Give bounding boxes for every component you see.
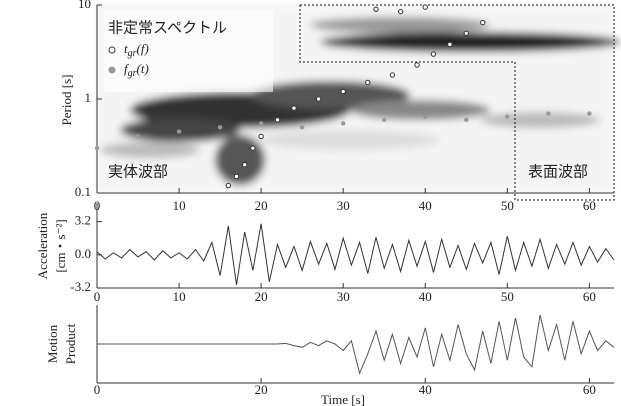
data-point — [382, 117, 387, 123]
body-wave-label: 実体波部 — [108, 163, 168, 181]
x-tick-label: 60 — [583, 289, 596, 304]
data-point — [414, 62, 420, 68]
legend-symbol: t — [124, 41, 128, 56]
legend-marker — [108, 66, 116, 74]
legend-argument: (f) — [137, 41, 149, 56]
y-tick-label: 0.1 — [75, 184, 91, 199]
data-point — [250, 145, 256, 151]
data-point — [505, 114, 510, 119]
y-tick-label: -3.2 — [70, 279, 91, 294]
spectrum-title: 非定常スペクトル — [108, 19, 227, 37]
x-tick-label: 20 — [255, 382, 268, 397]
x-axis-label: Time [s] — [321, 392, 365, 406]
data-point — [365, 79, 371, 86]
data-point — [340, 88, 346, 95]
x-tick-label: 40 — [419, 198, 432, 213]
data-point — [422, 4, 428, 10]
surface-wave-box — [299, 4, 615, 201]
legend-bg — [103, 10, 273, 92]
x-tick-label: 40 — [419, 382, 432, 397]
x-tick-label: 10 — [173, 289, 186, 304]
y-tick-label: 0.0 — [75, 246, 91, 261]
x-tick-label: 50 — [501, 198, 514, 213]
data-point — [447, 41, 453, 48]
y-axis-label: Product — [63, 323, 78, 364]
x-tick-label: 10 — [173, 198, 186, 213]
data-point — [464, 117, 469, 123]
x-tick-label: 30 — [337, 198, 350, 213]
y-axis-label: Motion — [45, 324, 60, 363]
data-point — [315, 96, 322, 102]
x-tick-label: 20 — [255, 198, 268, 213]
data-point — [373, 6, 379, 13]
data-point — [587, 111, 592, 116]
legend-argument: (t) — [137, 61, 149, 76]
y-axis-label: Period [s] — [59, 75, 74, 126]
x-tick-label: 50 — [501, 289, 514, 304]
legend-symbol: f — [124, 61, 130, 76]
legend-subscript: gr — [128, 68, 137, 79]
x-tick-label: 60 — [583, 198, 596, 213]
waveform — [97, 314, 615, 375]
legend-subscript: gr — [128, 48, 137, 59]
data-point — [340, 121, 346, 126]
y-axis-label: Acceleration — [35, 212, 50, 279]
data-point — [389, 72, 396, 78]
data-point — [242, 162, 248, 168]
y-tick-label: 1 — [85, 90, 92, 105]
data-point — [233, 173, 240, 180]
y-axis-label: [cm・s⁻²] — [53, 219, 68, 272]
x-tick-label: 20 — [255, 289, 268, 304]
y-tick-label: 3.2 — [75, 213, 91, 228]
legend-marker — [108, 46, 116, 54]
surface-wave-label: 表面波部 — [528, 163, 588, 181]
data-point — [546, 111, 551, 116]
data-point — [217, 125, 223, 130]
legend-label: fgr(t) — [124, 61, 149, 79]
data-point — [274, 117, 281, 123]
data-point — [258, 121, 264, 126]
x-tick-label: 40 — [419, 289, 432, 304]
data-point — [291, 105, 297, 111]
data-point — [94, 145, 100, 151]
data-point — [397, 8, 404, 15]
data-point — [423, 114, 428, 119]
x-tick-label: 0 — [94, 289, 101, 304]
data-point — [463, 30, 469, 36]
x-tick-label: 0 — [94, 382, 101, 397]
y-tick-label: 10 — [78, 0, 91, 11]
data-point — [299, 125, 305, 130]
data-point — [479, 19, 486, 26]
x-tick-label: 30 — [337, 289, 350, 304]
data-point — [258, 133, 264, 140]
data-point — [225, 182, 232, 189]
waveform — [96, 223, 615, 285]
data-point — [430, 51, 437, 57]
data-point — [176, 129, 182, 134]
legend-label: tgr(f) — [124, 41, 149, 59]
data-point — [135, 134, 141, 139]
x-tick-label: 60 — [583, 382, 596, 397]
